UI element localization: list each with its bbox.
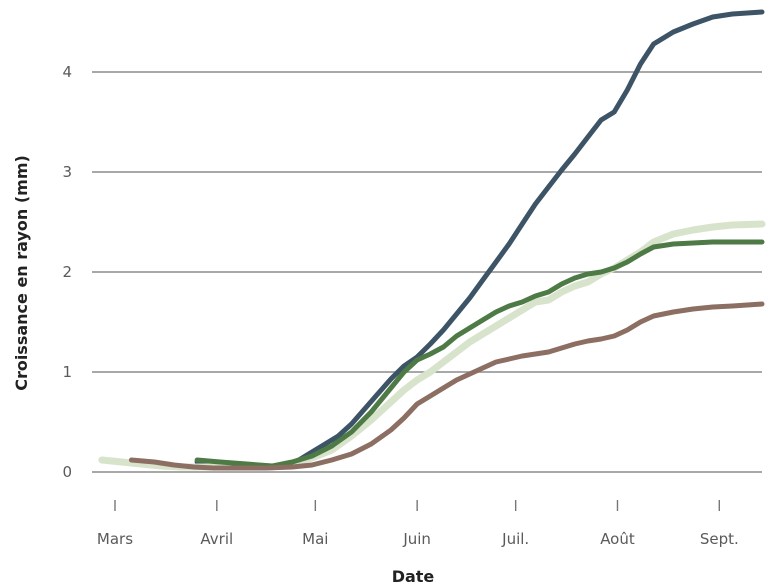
- series-line-4: [128, 301, 765, 471]
- series-line-1: [194, 9, 765, 470]
- x-tick-label-4: Juil.: [501, 530, 529, 548]
- y-axis-title: Croissance en rayon (mm): [12, 155, 31, 391]
- x-tick-label-0: Mars: [97, 530, 133, 548]
- series-group: [98, 9, 766, 471]
- x-tick-label-3: Juin: [402, 530, 431, 548]
- y-tick-label-0: 0: [62, 463, 72, 481]
- x-axis-title: Date: [392, 567, 435, 586]
- x-axis: Mars Avril Mai Juin Juil. Août Sept.: [97, 500, 739, 548]
- x-tick-label-2: Mai: [302, 530, 328, 548]
- y-tick-label-1: 1: [62, 363, 72, 381]
- grid: [92, 71, 762, 473]
- y-tick-label-4: 4: [62, 63, 72, 81]
- y-tick-label-3: 3: [62, 163, 72, 181]
- x-tick-label-6: Sept.: [700, 530, 739, 548]
- x-tick-label-5: Août: [600, 530, 635, 548]
- series-line-3: [194, 239, 765, 469]
- y-tick-label-2: 2: [62, 263, 72, 281]
- y-axis: 0 1 2 3 4: [62, 63, 72, 481]
- x-tick-label-1: Avril: [200, 530, 233, 548]
